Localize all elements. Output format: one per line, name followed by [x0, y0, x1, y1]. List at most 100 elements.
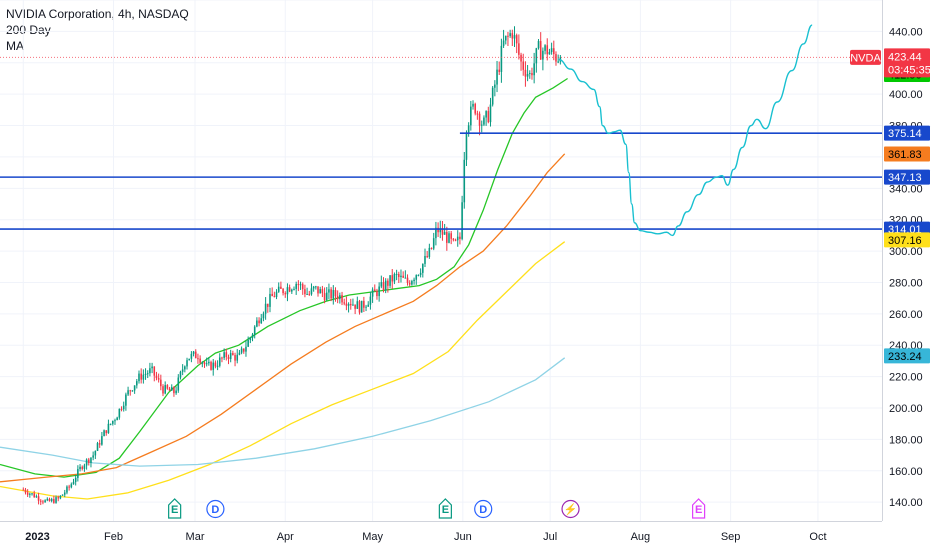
- event-markers[interactable]: E D E D ⚡ E: [168, 498, 706, 519]
- candle-body: [369, 296, 372, 305]
- candle-body: [349, 303, 352, 306]
- price-label-text: 233.24: [888, 351, 922, 363]
- price-projection-path[interactable]: [558, 24, 813, 237]
- candle-body: [42, 501, 44, 503]
- candle-body: [221, 357, 223, 359]
- candle-body: [376, 291, 378, 297]
- candle-body: [190, 353, 193, 359]
- event-marker-dividend[interactable]: D: [474, 499, 493, 519]
- candle-body: [345, 303, 348, 306]
- time-tick-label: Sep: [721, 531, 741, 543]
- price-tick-label: 180.00: [889, 434, 923, 446]
- candle-body: [72, 481, 75, 485]
- event-marker-dividend[interactable]: D: [206, 499, 225, 519]
- candle-body: [96, 443, 99, 451]
- dividend-icon: [206, 499, 225, 519]
- candle-body: [87, 459, 90, 463]
- event-marker-label: E: [442, 504, 449, 516]
- price-axis[interactable]: 140.00160.00180.00200.00220.00240.00260.…: [882, 0, 932, 550]
- price-label-text: 347.13: [888, 172, 922, 184]
- candle-body: [315, 286, 317, 288]
- candle-body: [245, 346, 247, 352]
- candle-body: [539, 41, 542, 60]
- candle-body: [430, 247, 433, 249]
- price-label-text: 307.16: [888, 235, 922, 247]
- candle-body: [133, 385, 136, 391]
- candle-body: [301, 284, 304, 290]
- candle-body: [413, 279, 415, 282]
- candle-body: [227, 356, 230, 360]
- symbol-tag: NVDA: [850, 49, 881, 65]
- candle-body: [144, 373, 147, 375]
- candle-body: [367, 304, 370, 307]
- event-marker-earnings[interactable]: E: [168, 498, 182, 519]
- candle-body: [22, 489, 25, 491]
- candle-body: [109, 423, 112, 425]
- candle-body: [157, 378, 160, 380]
- event-marker-earnings[interactable]: E: [438, 498, 452, 519]
- candle-body: [29, 493, 31, 495]
- moving-averages: [0, 77, 568, 500]
- candle-body: [491, 87, 494, 105]
- candle-body: [323, 293, 326, 301]
- moving-average-line-1: [0, 77, 568, 478]
- price-tick-label: 280.00: [889, 277, 923, 289]
- candle-body: [203, 362, 206, 365]
- earnings-icon: [438, 498, 452, 519]
- candle-body: [419, 272, 422, 275]
- candle-body: [454, 239, 457, 241]
- candle-body: [26, 492, 29, 495]
- time-tick-label: Oct: [809, 531, 826, 543]
- candle-body: [114, 420, 116, 422]
- price-label-361-83: 361.83: [884, 146, 930, 162]
- candle-body: [181, 369, 184, 372]
- candle-body: [242, 348, 245, 352]
- time-axis[interactable]: 2023 Feb Mar Apr May Jun Jul Aug Sep Oct: [0, 521, 932, 550]
- candle-body: [85, 459, 88, 466]
- candle-body: [432, 238, 435, 249]
- legend-indicator-ma: MA: [6, 39, 24, 53]
- moving-average-line-3: [0, 241, 566, 500]
- candle-body: [384, 280, 387, 291]
- earnings-icon: [168, 498, 182, 519]
- candle-body: [118, 408, 121, 418]
- candle-body: [373, 289, 376, 292]
- candle-body: [293, 288, 295, 290]
- candle-body: [212, 362, 215, 370]
- time-tick-label: 2023: [25, 531, 49, 543]
- candle-body: [411, 281, 413, 285]
- event-marker-earnings[interactable]: E: [692, 498, 706, 519]
- candle-body: [282, 288, 284, 294]
- candle-body: [360, 300, 363, 313]
- candle-body: [236, 354, 239, 361]
- candle-body: [273, 296, 276, 298]
- candle-body: [343, 302, 346, 304]
- candle-body: [341, 295, 343, 303]
- candle-body: [378, 286, 380, 297]
- candle-body: [330, 289, 332, 299]
- candle-body: [494, 84, 496, 88]
- candle-body: [428, 247, 431, 257]
- candle-body: [288, 287, 291, 292]
- event-marker-label: ⚡: [564, 503, 578, 516]
- candle-body: [308, 293, 311, 295]
- event-marker-label: E: [695, 504, 702, 516]
- horizontal-levels[interactable]: [0, 56, 882, 230]
- candle-body: [312, 286, 315, 289]
- candle-body: [336, 296, 339, 300]
- price-label-347-13: 347.13: [884, 169, 930, 185]
- candle-body: [48, 498, 51, 502]
- price-label-text: 361.83: [888, 149, 922, 161]
- candle-body: [511, 33, 514, 39]
- candle-body: [406, 277, 409, 283]
- candle-body: [188, 358, 191, 361]
- event-marker-split[interactable]: ⚡: [561, 499, 580, 519]
- candle-body: [515, 35, 518, 44]
- candle-body: [391, 275, 394, 282]
- candle-body: [140, 373, 142, 380]
- candle-body: [371, 289, 374, 297]
- candle-body: [524, 69, 527, 77]
- candle-body: [50, 499, 53, 502]
- candle-body: [304, 289, 306, 295]
